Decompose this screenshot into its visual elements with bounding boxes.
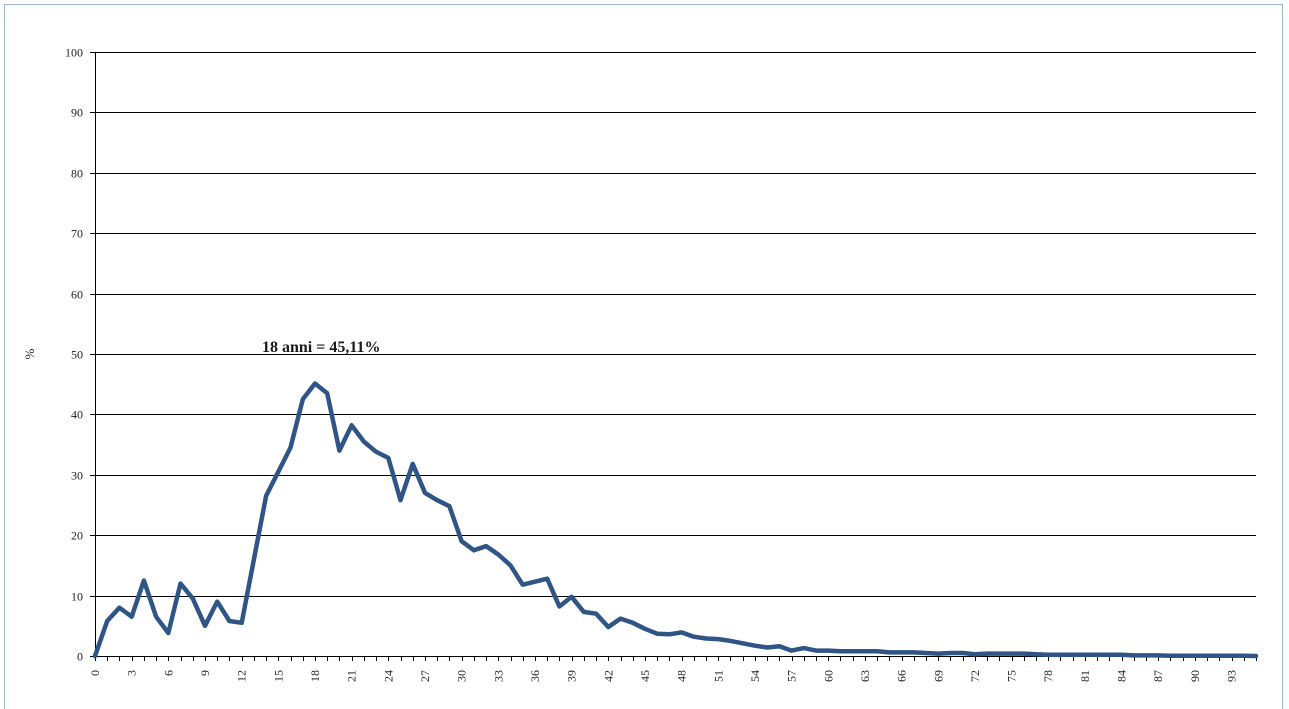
y-tick-label-80: 80 bbox=[71, 167, 83, 181]
y-tick-label-10: 10 bbox=[71, 590, 83, 604]
x-tick-label-84: 84 bbox=[1115, 670, 1129, 682]
y-tick-label-30: 30 bbox=[71, 469, 83, 483]
gridlines bbox=[95, 52, 1256, 597]
x-tick-label-81: 81 bbox=[1078, 670, 1092, 682]
x-tick-label-75: 75 bbox=[1005, 670, 1019, 682]
x-tick-label-78: 78 bbox=[1041, 670, 1055, 682]
x-tick-label-48: 48 bbox=[675, 670, 689, 682]
y-tick-label-60: 60 bbox=[71, 288, 83, 302]
x-tick-label-87: 87 bbox=[1151, 670, 1165, 682]
x-tick-label-69: 69 bbox=[931, 670, 945, 682]
x-tick-label-33: 33 bbox=[491, 670, 505, 682]
x-tick-label-42: 42 bbox=[601, 670, 615, 682]
y-tick-label-40: 40 bbox=[71, 408, 83, 422]
annotation-group: 18 anni = 45,11% bbox=[262, 339, 380, 356]
y-tick-label-100: 100 bbox=[65, 46, 83, 60]
y-tick-label-0: 0 bbox=[77, 650, 83, 664]
x-tick-labels: 0 3 6 9 12 15 18 21 24 27 30 33 36 39 42 45 48 51 54 57 60 63… bbox=[88, 670, 1239, 682]
x-tick-label-27: 27 bbox=[418, 670, 432, 682]
y-tick-labels: 0 10 20 30 40 50 60 70 80 90 100 bbox=[65, 46, 83, 664]
x-tick-label-54: 54 bbox=[748, 670, 762, 682]
x-tick-label-93: 93 bbox=[1225, 670, 1239, 682]
y-tick-label-90: 90 bbox=[71, 106, 83, 120]
x-tick-label-0: 0 bbox=[88, 670, 102, 676]
x-tick-label-66: 66 bbox=[895, 670, 909, 682]
x-tick-label-18: 18 bbox=[308, 670, 322, 682]
x-tick-label-3: 3 bbox=[125, 670, 139, 676]
x-tick-label-12: 12 bbox=[235, 670, 249, 682]
peak-annotation: 18 anni = 45,11% bbox=[262, 339, 380, 356]
x-tick-label-90: 90 bbox=[1188, 670, 1202, 682]
chart-frame bbox=[4, 4, 1283, 709]
x-tick-label-21: 21 bbox=[345, 670, 359, 682]
x-tick-label-24: 24 bbox=[381, 670, 395, 682]
x-tick-label-30: 30 bbox=[455, 670, 469, 682]
y-axis-label: % bbox=[22, 348, 37, 359]
x-tick-label-57: 57 bbox=[785, 670, 799, 682]
x-tick-label-6: 6 bbox=[161, 670, 175, 676]
x-tick-label-72: 72 bbox=[968, 670, 982, 682]
x-tick-label-39: 39 bbox=[565, 670, 579, 682]
y-tick-label-50: 50 bbox=[71, 348, 83, 362]
x-tick-label-60: 60 bbox=[821, 670, 835, 682]
axes bbox=[90, 52, 1257, 661]
y-tick-label-20: 20 bbox=[71, 529, 83, 543]
x-tick-label-51: 51 bbox=[711, 670, 725, 682]
y-tick-label-70: 70 bbox=[71, 227, 83, 241]
series-points bbox=[94, 383, 1257, 657]
x-tick-label-36: 36 bbox=[528, 670, 542, 682]
x-tick-label-45: 45 bbox=[638, 670, 652, 682]
x-tick-label-63: 63 bbox=[858, 670, 872, 682]
series-line bbox=[92, 381, 1259, 659]
x-tick-label-15: 15 bbox=[271, 670, 285, 682]
x-tick-label-9: 9 bbox=[198, 670, 212, 676]
